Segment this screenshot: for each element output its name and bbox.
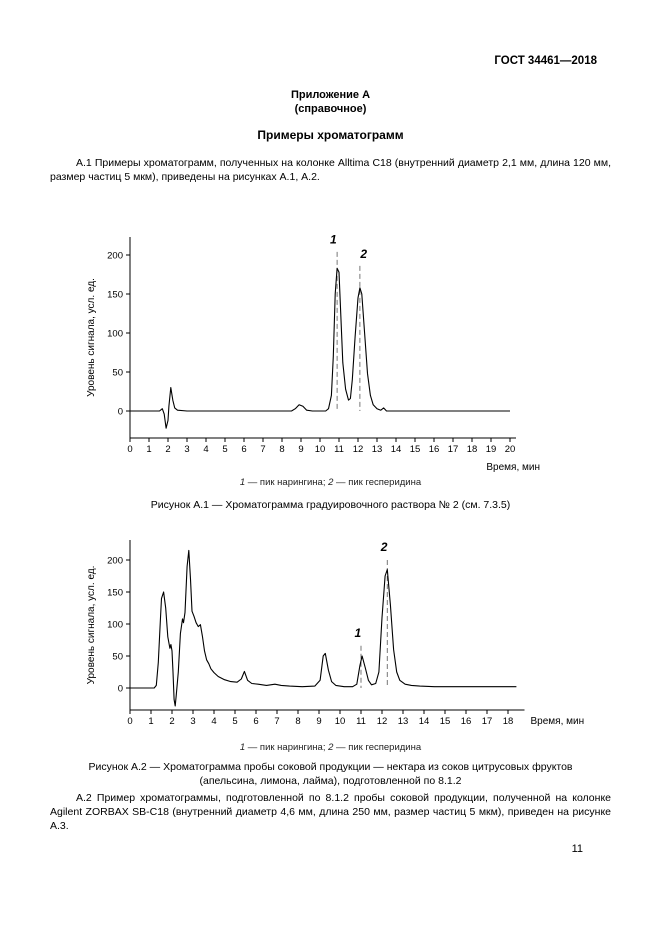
- legend-peak2-number: 2: [328, 742, 334, 753]
- y-tick-label: 50: [112, 652, 123, 663]
- figure-a1-legend: 1 — пик нарингина; 2 — пик гесперидина: [0, 477, 661, 488]
- x-tick-label: 3: [190, 716, 195, 727]
- x-tick-label: 6: [253, 716, 258, 727]
- y-tick-label: 150: [107, 588, 123, 599]
- legend-peak1-number: 1: [239, 742, 246, 753]
- x-tick-label: 8: [295, 716, 300, 727]
- x-tick-label: 15: [410, 444, 421, 455]
- x-tick-label: 19: [486, 444, 497, 455]
- x-tick-label: 6: [241, 444, 246, 455]
- x-tick-label: 12: [353, 444, 364, 455]
- y-axis-label: Уровень сигнала, усл. ед.: [86, 566, 97, 685]
- x-tick-label: 7: [274, 716, 279, 727]
- x-tick-label: 10: [315, 444, 326, 455]
- x-tick-label: 13: [398, 716, 409, 727]
- x-tick-label: 4: [203, 444, 208, 455]
- y-tick-label: 150: [107, 290, 123, 301]
- y-tick-label: 100: [107, 620, 123, 631]
- legend-peak2-number: 2: [328, 477, 334, 488]
- x-tick-label: 9: [298, 444, 303, 455]
- y-axis-label: Уровень сигнала, усл. ед.: [86, 278, 97, 397]
- y-tick-label: 50: [112, 368, 123, 379]
- x-tick-label: 5: [222, 444, 227, 455]
- y-tick-label: 0: [118, 407, 123, 418]
- legend-peak1-text: — пик нарингина;: [245, 742, 329, 753]
- x-tick-label: 16: [461, 716, 472, 727]
- x-tick-label: 10: [335, 716, 346, 727]
- x-tick-label: 0: [127, 444, 132, 455]
- x-tick-label: 20: [505, 444, 516, 455]
- y-tick-label: 200: [107, 251, 123, 262]
- appendix-title: Приложение А: [290, 89, 371, 101]
- x-tick-label: 0: [127, 716, 132, 727]
- paragraph-a2: А.2 Пример хроматограммы, подготовленной…: [50, 792, 611, 832]
- chromatogram-trace: [130, 549, 517, 707]
- legend-peak1-number: 1: [239, 477, 246, 488]
- page-number: 11: [571, 843, 583, 855]
- x-axis-label: Время, мин: [531, 716, 585, 727]
- hesperidin-peak-label: 2: [359, 247, 367, 261]
- naringin-peak-label: 1: [330, 232, 337, 246]
- x-tick-label: 14: [391, 444, 402, 455]
- y-tick-label: 100: [107, 329, 123, 340]
- x-tick-label: 16: [429, 444, 440, 455]
- x-axis-label: Время, мин: [486, 462, 540, 473]
- x-tick-label: 1: [148, 716, 153, 727]
- y-tick-label: 0: [118, 684, 123, 695]
- legend-peak2-text: — пик гесперидина: [333, 742, 422, 753]
- x-tick-label: 12: [377, 716, 388, 727]
- x-tick-label: 1: [146, 444, 151, 455]
- chromatogram-trace: [130, 267, 510, 429]
- x-tick-label: 11: [334, 444, 344, 455]
- x-tick-label: 4: [211, 716, 216, 727]
- x-tick-label: 2: [165, 444, 170, 455]
- document-code-header: ГОСТ 34461—2018: [494, 55, 597, 67]
- x-tick-label: 3: [184, 444, 189, 455]
- x-tick-label: 8: [279, 444, 284, 455]
- figure-a2-legend: 1 — пик нарингина; 2 — пик гесперидина: [0, 742, 661, 753]
- figure-a1-caption: Рисунок А.1 — Хроматограмма градуировочн…: [150, 499, 511, 511]
- figure-a2-chromatogram: 0 50 100 150 200 0 1 2 3 4 5 6 7 8 9 10 11 12 13 14 15 16 17 18…: [78, 530, 618, 742]
- section-title: Примеры хроматограмм: [257, 128, 404, 142]
- appendix-subtitle: (справочное): [294, 103, 367, 115]
- x-tick-label: 9: [316, 716, 321, 727]
- x-tick-label: 17: [448, 444, 459, 455]
- legend-peak1-text: — пик нарингина;: [245, 477, 329, 488]
- x-tick-label: 5: [232, 716, 237, 727]
- legend-peak2-text: — пик гесперидина: [333, 477, 422, 488]
- paragraph-a1: А.1 Примеры хроматограмм, полученных на …: [50, 157, 611, 183]
- figure-a1-chromatogram: 0 50 100 150 200 0 1 2 3 4 5 6 7 8 9 10 11 12 13 14 15 16 17 18…: [78, 225, 558, 477]
- x-tick-label: 18: [503, 716, 514, 727]
- x-tick-label: 7: [260, 444, 265, 455]
- hesperidin-peak-label: 2: [380, 540, 388, 554]
- x-tick-label: 15: [440, 716, 451, 727]
- figure-a2-caption: Рисунок А.2 — Хроматограмма пробы соково…: [88, 761, 573, 787]
- x-tick-label: 2: [169, 716, 174, 727]
- x-tick-label: 17: [482, 716, 493, 727]
- x-tick-label: 11: [356, 716, 366, 727]
- x-tick-label: 13: [372, 444, 383, 455]
- y-tick-label: 200: [107, 556, 123, 567]
- x-tick-label: 14: [419, 716, 430, 727]
- x-tick-label: 18: [467, 444, 478, 455]
- naringin-peak-label: 1: [355, 626, 362, 640]
